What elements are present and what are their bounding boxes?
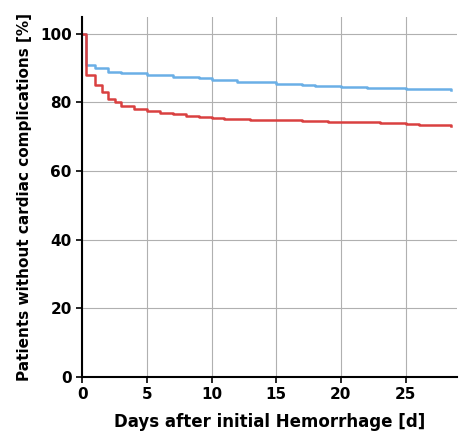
X-axis label: Days after initial Hemorrhage [d]: Days after initial Hemorrhage [d] <box>114 414 425 431</box>
Y-axis label: Patients without cardiac complications [%]: Patients without cardiac complications [… <box>17 13 32 381</box>
